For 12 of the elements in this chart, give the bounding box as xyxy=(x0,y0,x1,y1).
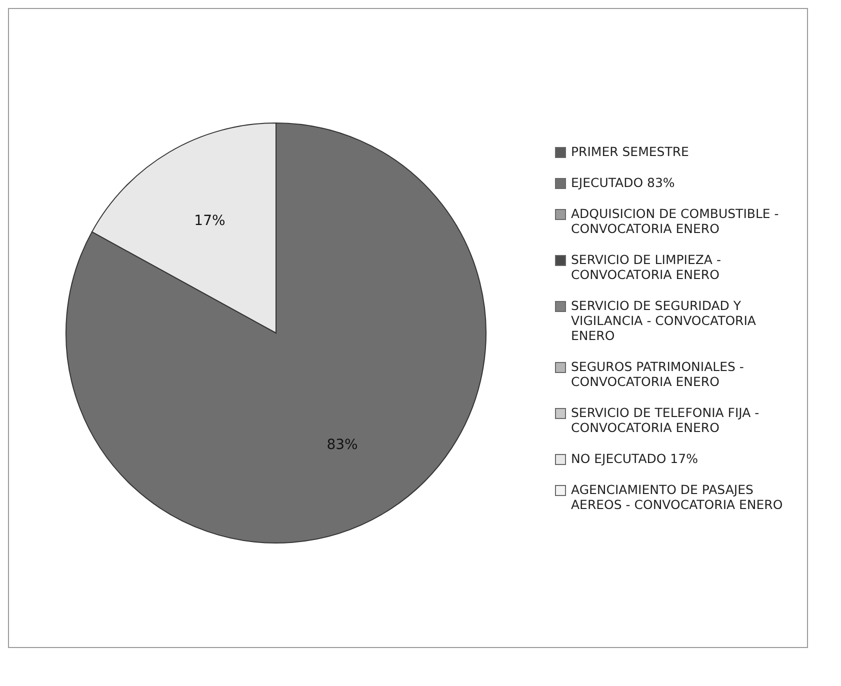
legend-label: NO EJECUTADO 17% xyxy=(571,451,698,466)
legend-label: ADQUISICION DE COMBUSTIBLE - CONVOCATORIA ENERO xyxy=(571,206,780,236)
data-label: 17% xyxy=(194,212,226,229)
legend-label: SERVICIO DE SEGURIDAD Y VIGILANCIA - CONVOCATORIA ENERO xyxy=(571,298,757,343)
legend-label: EJECUTADO 83% xyxy=(571,175,675,190)
pie-slice xyxy=(66,122,486,544)
legend-label: SEGUROS PATRIMONIALES - CONVOCATORIA ENERO xyxy=(571,359,745,389)
data-label: 83% xyxy=(326,437,358,454)
legend-label: AGENCIAMIENTO DE PASAJES AEREOS - CONVOCATORIA ENERO xyxy=(571,482,784,512)
legend-label: PRIMER SEMESTRE xyxy=(571,144,689,159)
legend-label: SERVICIO DE LIMPIEZA - CONVOCATORIA ENERO xyxy=(571,252,722,282)
legend-label: SERVICIO DE TELEFONIA FIJA - CONVOCATORIA ENERO xyxy=(571,405,760,435)
